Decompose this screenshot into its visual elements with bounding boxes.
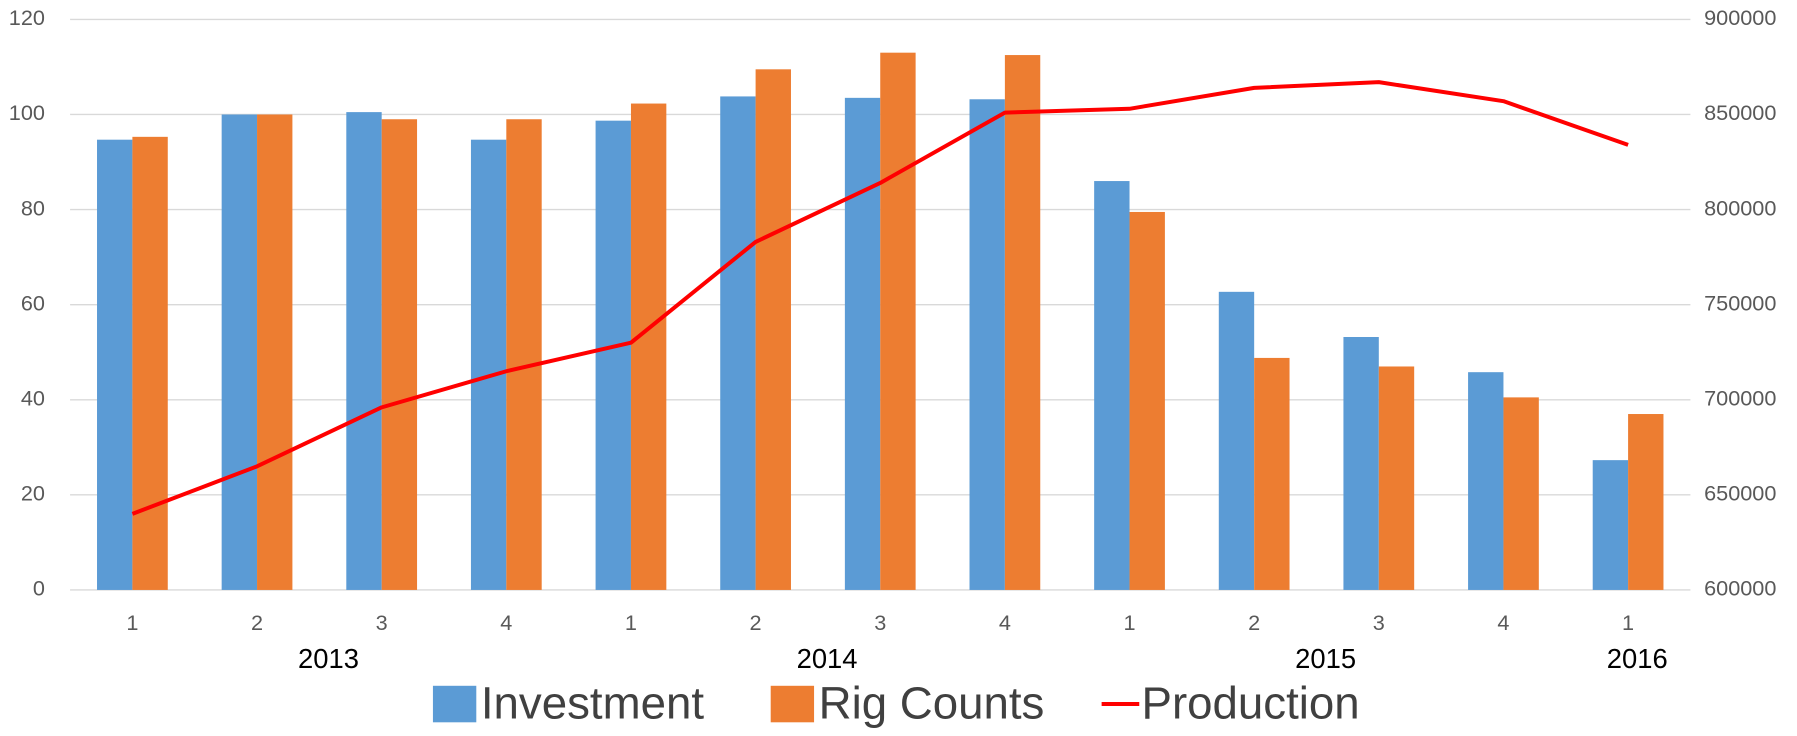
bar [880,52,916,590]
y2-tick-label: 650000 [1704,481,1776,506]
y2-tick-label: 600000 [1704,576,1776,601]
x-tick-label: 1 [1622,610,1634,635]
legend-swatch [432,685,477,723]
y2-tick-label: 750000 [1704,290,1776,315]
year-label: 2013 [298,643,359,674]
bar [97,139,133,590]
y2-tick-label: 800000 [1704,195,1776,220]
bar [720,96,756,590]
y-tick-label: 60 [21,290,45,315]
bar [346,112,382,590]
bar [1094,181,1130,590]
bar [221,114,258,590]
x-tick-label: 1 [126,610,138,635]
bar [257,114,293,590]
x-tick-label: 3 [874,610,886,635]
y-tick-label: 0 [33,576,45,601]
bar [969,99,1005,590]
bar [1503,397,1539,590]
bar [381,119,418,590]
y2-tick-label: 850000 [1704,100,1776,125]
x-tick-label: 3 [376,610,388,635]
x-tick-label: 2 [251,610,263,635]
y-tick-label: 120 [9,5,45,30]
bar [844,97,881,590]
bar [595,120,631,590]
bar [1129,211,1165,590]
bar [1004,55,1041,590]
bar [1592,460,1629,590]
legend-swatch [770,685,815,723]
x-tick-label: 4 [999,610,1011,635]
bar [1254,357,1290,590]
bar [1218,291,1255,590]
bar [755,69,791,590]
x-tick-label: 2 [1248,610,1260,635]
bar [132,136,168,590]
y-tick-label: 80 [21,195,45,220]
x-tick-label: 4 [500,610,512,635]
x-tick-label: 3 [1373,610,1385,635]
x-tick-label: 2 [750,610,762,635]
y2-tick-label: 700000 [1704,385,1776,410]
line [131,80,1629,516]
y2-tick-label: 900000 [1704,5,1776,30]
y-tick-label: 100 [9,100,45,125]
bar [506,119,542,590]
legend-label: Investment [481,677,704,728]
bar [630,103,667,590]
year-label: 2014 [797,643,858,674]
x-tick-label: 4 [1497,610,1509,635]
legend-label: Production [1142,677,1360,728]
bar [1378,366,1415,590]
year-label: 2015 [1295,643,1356,674]
x-tick-label: 1 [1123,610,1135,635]
y-tick-label: 40 [21,385,45,410]
bar [1468,372,1504,590]
legend-label: Rig Counts [819,677,1045,728]
bar [1343,337,1379,590]
x-tick-label: 1 [625,610,637,635]
year-label: 2016 [1607,643,1668,674]
bar [470,139,507,590]
y-tick-label: 20 [21,481,45,506]
bar [1628,414,1664,590]
